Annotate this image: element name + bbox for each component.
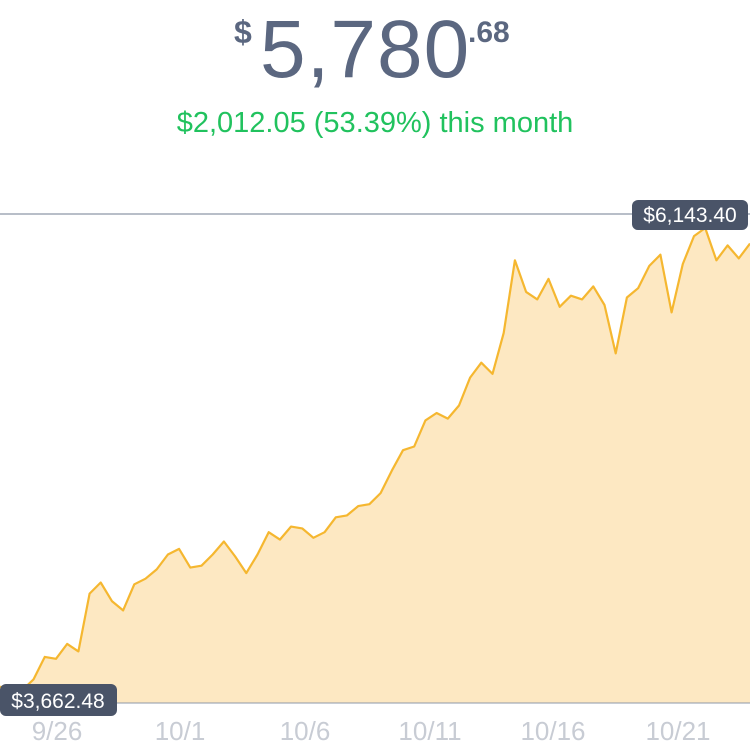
x-tick-label: 10/21 (645, 716, 710, 746)
price-cents: .68 (468, 16, 510, 49)
max-price-label: $6,143.40 (643, 204, 736, 227)
portfolio-value: $ 5,780 .68 (0, 0, 750, 95)
price-whole: 5,780 (260, 4, 471, 95)
x-tick-label: 10/16 (520, 716, 585, 746)
change-summary: $2,012.05 (53.39%) this month (176, 107, 574, 139)
max-price-badge: $6,143.40 (632, 200, 748, 230)
x-tick-label: 9/26 (32, 716, 83, 746)
price-area (0, 228, 750, 703)
x-tick-label: 10/11 (398, 716, 461, 746)
x-axis-ticks: 9/26 10/1 10/6 10/11 10/16 10/21 (32, 716, 711, 746)
x-tick-label: 10/1 (155, 716, 206, 746)
price-line (0, 226, 750, 692)
x-tick-label: 10/6 (280, 716, 331, 746)
min-price-badge: $3,662.48 (0, 684, 117, 716)
min-price-label: $3,662.48 (11, 690, 104, 713)
currency-symbol: $ (234, 14, 252, 50)
